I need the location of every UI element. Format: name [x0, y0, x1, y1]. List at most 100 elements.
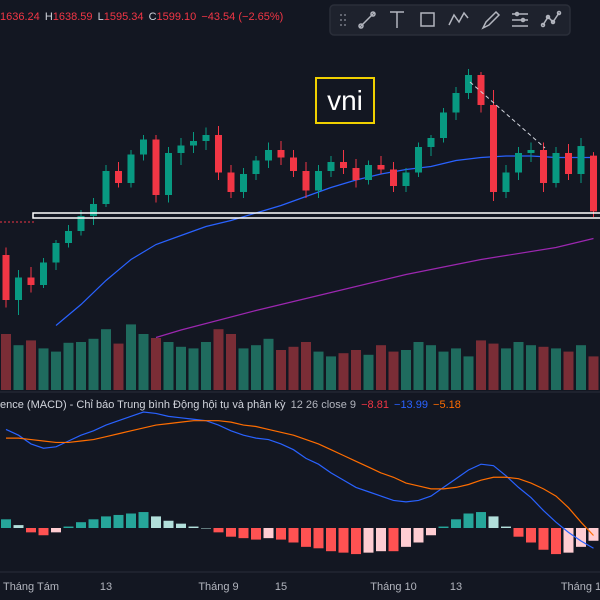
macd-signal-value: −5.18: [433, 399, 461, 411]
candle-body: [152, 139, 160, 195]
macd-histogram-bar: [463, 513, 474, 528]
candle-body: [165, 153, 172, 195]
macd-histogram-bar: [351, 528, 361, 555]
rectangle-drawing[interactable]: [32, 212, 600, 219]
candle-body: [52, 243, 60, 263]
volume-bar: [476, 340, 486, 390]
macd-histogram-bar: [488, 516, 499, 528]
candle-body: [490, 105, 497, 192]
candle-body: [102, 171, 110, 204]
x-tick-label: Tháng Tám: [3, 581, 59, 593]
high-value: 1638.59: [53, 11, 93, 23]
candle-body: [390, 169, 397, 186]
macd-histogram-bar: [226, 528, 236, 537]
volume-bar: [451, 348, 461, 390]
volume-bar: [551, 348, 561, 390]
volume-bar: [226, 334, 236, 390]
candle-body: [427, 138, 435, 147]
volume-bar: [238, 348, 249, 390]
macd-histogram-bar: [276, 528, 286, 540]
drawing-toolbar: [329, 4, 571, 36]
candle-body: [277, 150, 285, 158]
brush-tool-icon[interactable]: [481, 10, 501, 30]
volume-bar: [76, 342, 86, 390]
x-tick-label: 13: [450, 581, 462, 593]
ohlc-header: 1636.24 H1638.59 L1595.34 C1599.10 −43.5…: [0, 11, 283, 23]
candle-body: [140, 139, 147, 155]
volume-bar: [376, 345, 386, 390]
macd-histogram-bar: [263, 528, 274, 539]
volume-bar: [426, 345, 436, 390]
volume-bar: [51, 351, 61, 390]
macd-histogram-bar: [101, 516, 111, 528]
trend-line-drawing[interactable]: [469, 81, 546, 149]
volume-bar: [126, 324, 136, 390]
candle-body: [177, 145, 185, 153]
volume-bar: [326, 356, 336, 390]
volume-bar: [388, 351, 399, 390]
macd-histogram-bar: [476, 512, 486, 528]
line-tool-icon[interactable]: [358, 11, 376, 29]
candle-body: [115, 171, 122, 183]
candle-body: [252, 160, 260, 174]
macd-title: ence (MACD) - Chỉ báo Trung bình Động hộ…: [0, 399, 286, 411]
volume-bar: [163, 342, 174, 390]
rectangle-tool-icon[interactable]: [420, 12, 435, 27]
chart-tool-icon[interactable]: [540, 10, 562, 28]
macd-histogram-bar: [388, 528, 399, 552]
volume-bar: [263, 338, 274, 390]
candle-body: [290, 157, 297, 171]
candle-body: [327, 162, 335, 171]
close-value: 1599.10: [157, 11, 197, 23]
candle-body: [302, 171, 310, 191]
volume-bar: [501, 348, 511, 390]
low-label: L: [98, 11, 104, 23]
macd-histogram-bar: [201, 528, 211, 529]
x-tick-label: Tháng 10: [370, 581, 416, 593]
macd-value: −13.99: [394, 399, 428, 411]
volume-bar: [576, 345, 586, 390]
volume-bar: [113, 343, 124, 390]
candle-body: [540, 150, 547, 183]
macd-histogram-bar: [251, 528, 261, 540]
macd-histogram-bar: [113, 514, 124, 528]
settings-tool-icon[interactable]: [512, 11, 528, 27]
text-tool-icon[interactable]: [390, 11, 404, 28]
macd-histogram-bar: [163, 520, 174, 528]
candle-body: [465, 75, 472, 93]
candle-body: [477, 75, 485, 105]
macd-histogram-bar: [413, 528, 424, 543]
candle-body: [90, 204, 97, 216]
macd-histogram-bar: [76, 522, 86, 528]
macd-histogram-bar: [238, 528, 249, 539]
macd-histogram-bar: [138, 512, 149, 528]
volume-bar: [251, 345, 261, 390]
candle-body: [27, 277, 35, 285]
candle-body: [215, 135, 222, 173]
x-tick-label: 15: [275, 581, 287, 593]
signal-line: [6, 420, 594, 536]
candle-body: [365, 165, 372, 180]
volume-bar: [138, 334, 149, 390]
macd-histogram-bar: [301, 528, 311, 547]
moving-average-line: [155, 237, 594, 339]
macd-legend: ence (MACD) - Chỉ báo Trung bình Động hộ…: [0, 399, 461, 411]
macd-histogram-bar: [363, 528, 374, 553]
macd-histogram-bar: [451, 519, 461, 528]
macd-histogram-bar: [38, 528, 49, 536]
candle-body: [565, 153, 572, 174]
macd-histogram-bar: [526, 528, 536, 543]
volume-bar: [301, 342, 311, 390]
grip-icon[interactable]: [340, 14, 346, 26]
volume-bar: [151, 338, 161, 390]
macd-params: 12 26 close 9: [291, 399, 356, 411]
macd-histogram-bar: [551, 528, 561, 555]
macd-histogram-bar: [313, 528, 324, 549]
macd-histogram-bar: [426, 528, 436, 536]
volume-bar: [88, 338, 99, 390]
candle-body: [590, 155, 597, 212]
path-tool-icon[interactable]: [448, 11, 469, 26]
volume-bar: [276, 350, 286, 390]
